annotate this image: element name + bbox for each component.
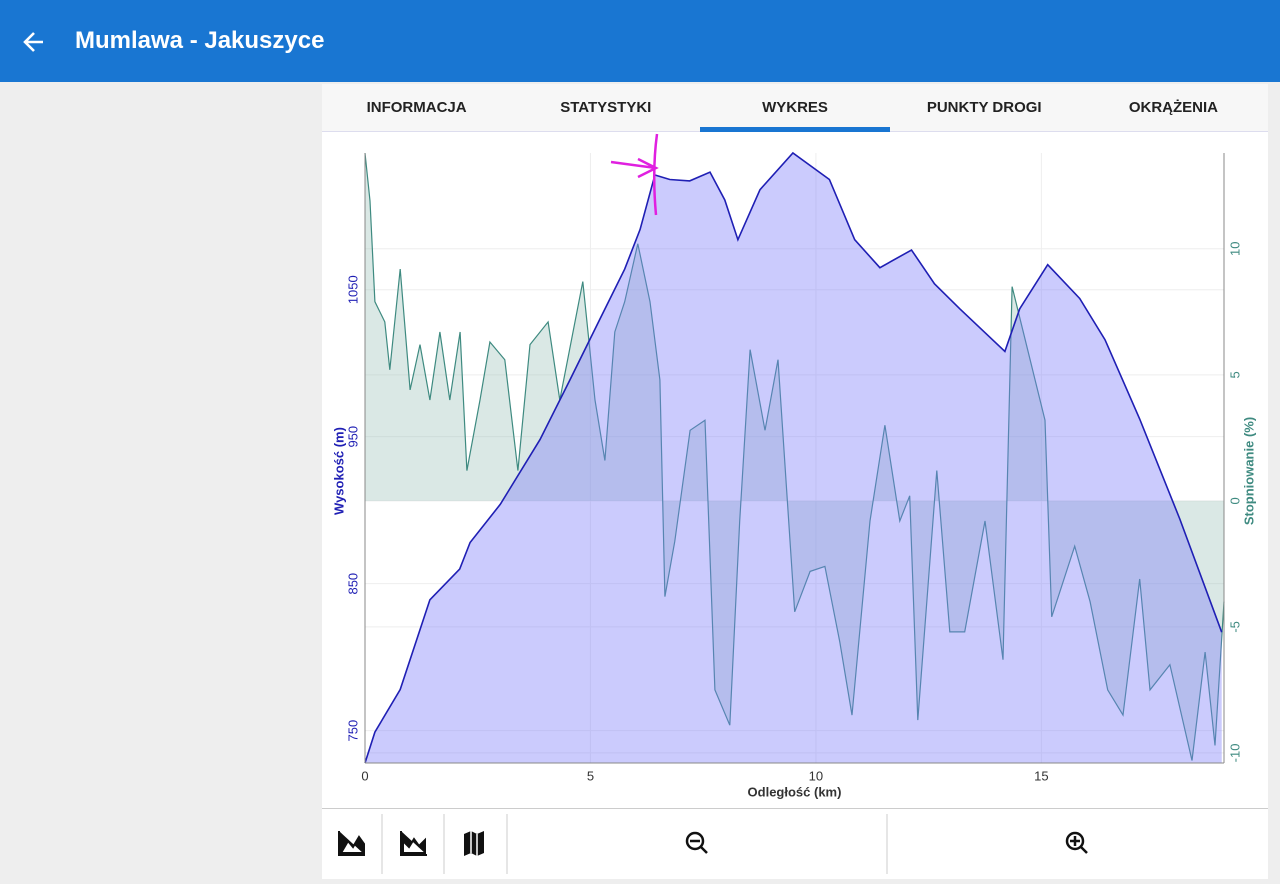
y-tick-label: 1050 bbox=[345, 275, 360, 304]
y2-tick-label: 5 bbox=[1227, 371, 1242, 378]
tab[interactable]: STATYSTYKI bbox=[560, 99, 652, 116]
y-tick-label: 950 bbox=[345, 426, 360, 448]
area-fill bbox=[365, 153, 1224, 761]
zoom-out[interactable] bbox=[685, 831, 708, 854]
x-tick-label: 5 bbox=[587, 768, 594, 783]
y-axis-label: Wysokość (m) bbox=[331, 427, 346, 515]
back-button[interactable] bbox=[22, 30, 46, 54]
line bbox=[364, 152, 1225, 761]
area-fill bbox=[365, 153, 1222, 763]
chart-mode-2[interactable] bbox=[400, 831, 427, 856]
x-tick-label: 15 bbox=[1034, 768, 1048, 783]
y2-axis-label: Stopniowanie (%) bbox=[1241, 417, 1256, 525]
toolbar-icons bbox=[338, 814, 1088, 874]
y2-tick-label: 10 bbox=[1227, 242, 1242, 256]
tab[interactable]: WYKRES bbox=[700, 84, 890, 132]
app-bar: Mumlawa - Jakuszyce bbox=[0, 0, 1280, 82]
tab[interactable]: PUNKTY DROGI bbox=[926, 99, 1042, 116]
tabs: INFORMACJA STATYSTYKI WYKRES PUNKTY DROGI OK… bbox=[322, 84, 1268, 132]
tab[interactable]: INFORMACJA bbox=[366, 99, 467, 116]
y2-tick-label: 0 bbox=[1227, 497, 1242, 504]
annotation-arrow bbox=[610, 133, 659, 216]
chart-mode-1[interactable] bbox=[338, 831, 365, 856]
title: Mumlawa - Jakuszyce bbox=[75, 27, 325, 54]
y-tick-label: 750 bbox=[345, 720, 360, 742]
x-tick-label: 0 bbox=[361, 768, 368, 783]
x-tick-label: 10 bbox=[809, 768, 823, 783]
toolbar bbox=[322, 808, 1268, 879]
y-tick-label: 850 bbox=[345, 573, 360, 595]
x-axis-label: Odległość (km) bbox=[748, 784, 842, 799]
map-button[interactable] bbox=[464, 831, 484, 856]
tab[interactable]: OKRĄŻENIA bbox=[1128, 99, 1218, 116]
y2-tick-label: -10 bbox=[1227, 744, 1242, 763]
y2-tick-label: -5 bbox=[1227, 621, 1242, 633]
zoom-in[interactable] bbox=[1065, 831, 1088, 854]
line bbox=[364, 151, 1223, 764]
panel: INFORMACJA STATYSTYKI WYKRES PUNKTY DROGI OK… bbox=[322, 84, 1268, 879]
